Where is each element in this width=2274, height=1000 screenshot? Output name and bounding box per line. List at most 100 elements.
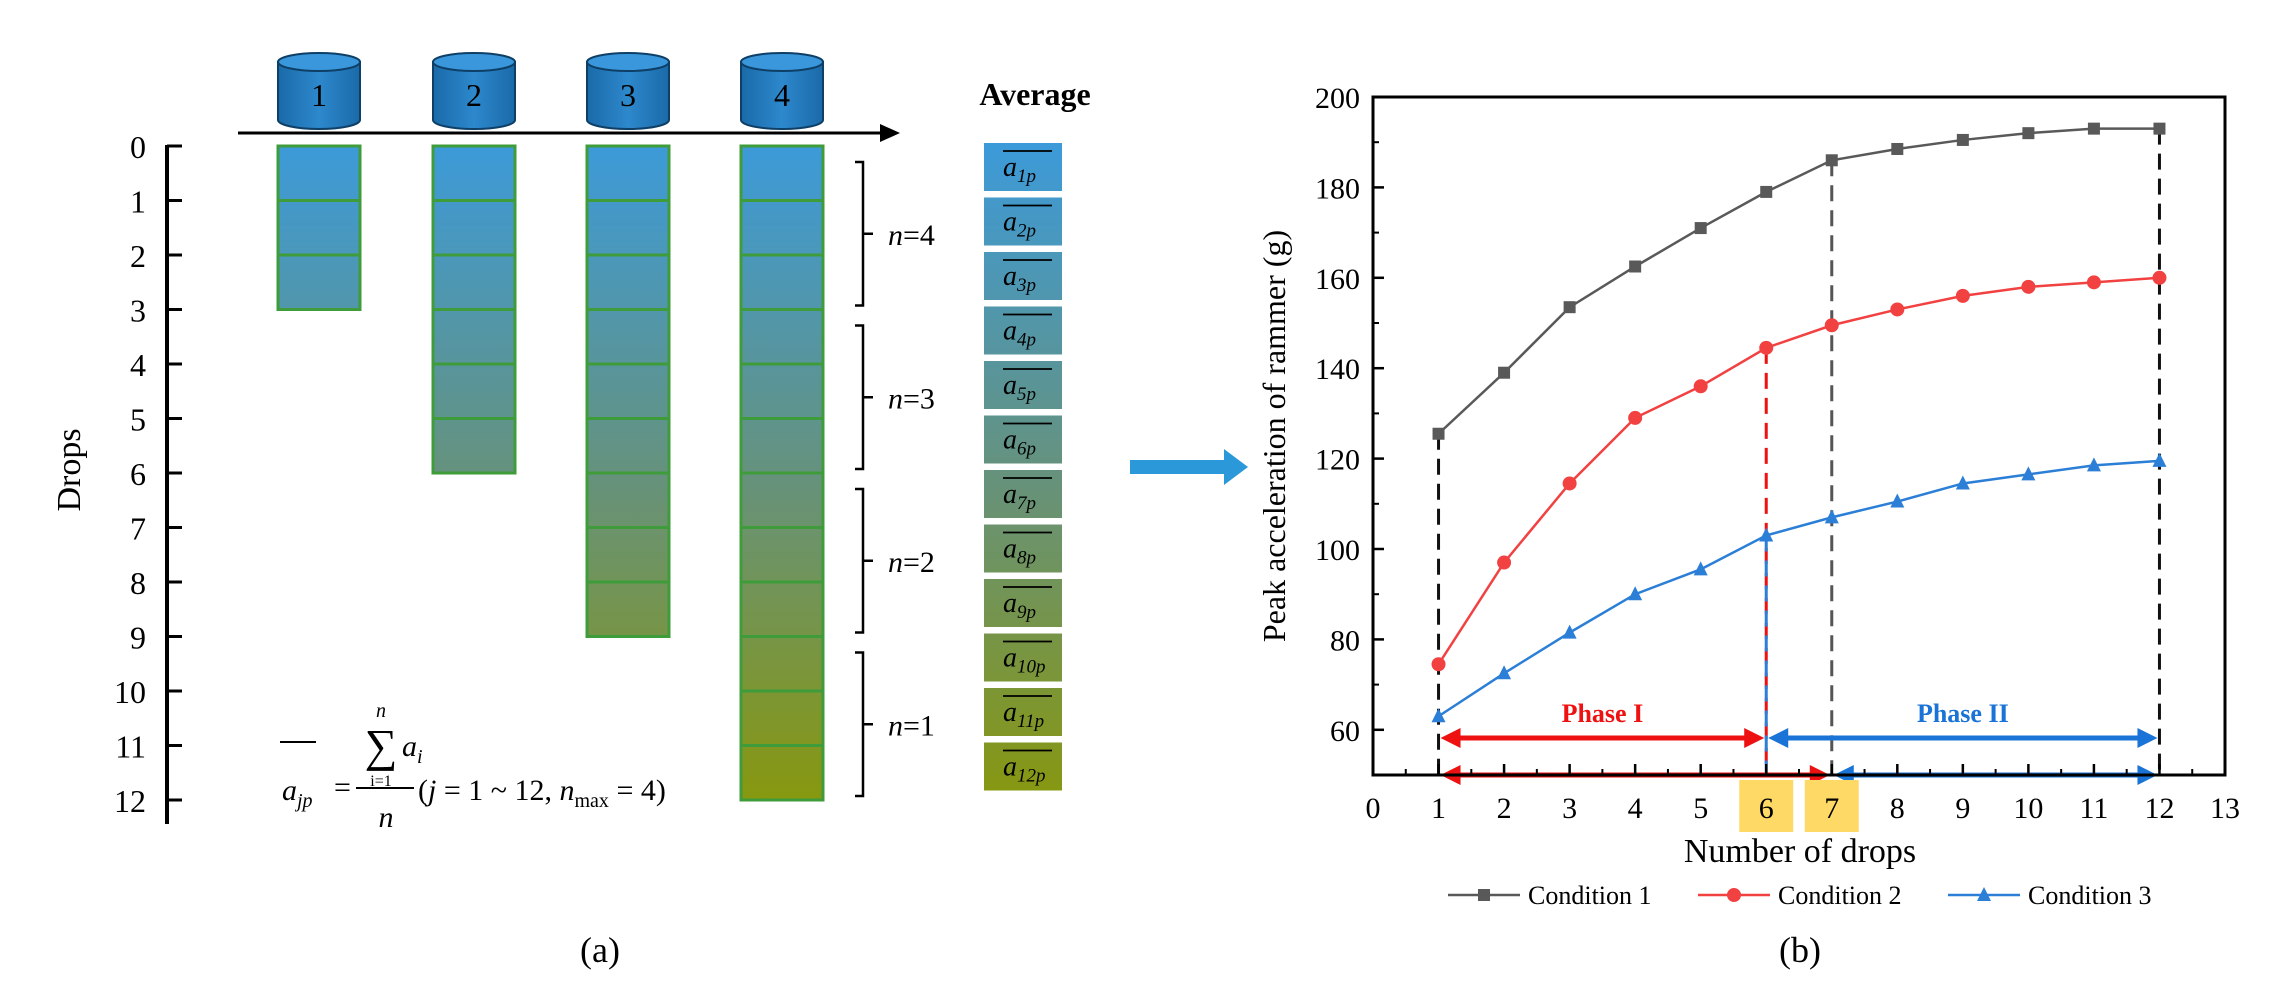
- data-point: [1890, 302, 1905, 317]
- drop-tick-label: 5: [130, 402, 146, 438]
- top-arrowhead: [880, 124, 900, 142]
- phase-arrow-head: [1768, 728, 1789, 748]
- drop-cell: [276, 144, 362, 202]
- drop-cell: [585, 362, 671, 420]
- data-point: [1628, 586, 1643, 601]
- cylinder-row: 1 2 3 4: [277, 52, 824, 130]
- drop-tick-label: 9: [130, 620, 146, 656]
- x-tick-label: 3: [1562, 792, 1577, 825]
- drop-tick-label: 3: [130, 293, 146, 329]
- average-label: a2p: [1003, 207, 1036, 242]
- data-point: [1759, 340, 1774, 355]
- cylinder-top-icon: [740, 52, 824, 72]
- phase-arrow-head: [1744, 728, 1765, 748]
- x-tick-label: 6: [1759, 792, 1774, 825]
- phase-label: Phase I: [1562, 699, 1644, 728]
- drop-cell: [739, 144, 825, 202]
- data-point: [1563, 301, 1576, 314]
- drop-cell: [739, 362, 825, 420]
- average-label: a10p: [1003, 643, 1046, 678]
- phase-arrow-head: [2137, 728, 2158, 748]
- x-tick-label: 13: [2210, 792, 2240, 825]
- series-line: [1437, 276, 2160, 665]
- x-tick-label: 5: [1693, 792, 1708, 825]
- n-group-label: n=3: [888, 382, 935, 415]
- n-brace: [855, 160, 873, 307]
- x-ticks: 0 1 2 3 4 5 6 7 8 9 10 11 12 13: [1366, 764, 2240, 832]
- average-label: a4p: [1003, 316, 1036, 351]
- cylinder-top-icon: [277, 52, 361, 72]
- x-tick-label: 0: [1366, 792, 1381, 825]
- transition-arrow: [1130, 449, 1248, 485]
- y-axis-label: Peak acceleration of rammer (g): [1256, 230, 1292, 642]
- cylinder-icon: [740, 61, 824, 130]
- n-group-label: n=4: [888, 219, 935, 252]
- n-brace: [855, 324, 873, 471]
- data-point: [2086, 275, 2101, 290]
- drop-tick-label: 12: [114, 783, 146, 819]
- x-tick-label: 2: [1497, 792, 1512, 825]
- x-tick-label: 11: [2079, 792, 2108, 825]
- drop-cell: [431, 308, 517, 366]
- average-label: a11p: [1003, 697, 1044, 732]
- x-tick-label: 4: [1628, 792, 1643, 825]
- y-tick-label: 140: [1315, 353, 1360, 386]
- average-header: Average: [979, 76, 1090, 112]
- n-group-label: n=1: [888, 709, 935, 742]
- drop-cell: [585, 199, 671, 257]
- drop-cell: [431, 417, 517, 475]
- x-axis-label: Number of drops: [1684, 833, 1916, 870]
- x-tick-label: 9: [1955, 792, 1970, 825]
- n-group-label: n=2: [888, 546, 935, 579]
- drop-cell: [585, 253, 671, 311]
- drop-tick-label: 0: [130, 129, 146, 165]
- average-label: a6p: [1003, 425, 1036, 460]
- y-tick-label: 80: [1330, 624, 1360, 657]
- data-point: [1760, 185, 1773, 198]
- data-point: [1890, 493, 1905, 508]
- drop-cell: [739, 471, 825, 529]
- drop-cell: [585, 308, 671, 366]
- average-label: a7p: [1003, 479, 1036, 514]
- data-point: [2087, 122, 2100, 135]
- phase-arrow-head: [1440, 728, 1461, 748]
- drop-cell: [276, 253, 362, 311]
- cylinder-icon: [432, 61, 516, 130]
- cylinder-top-icon: [586, 52, 670, 72]
- panel-b-chart: Phase I Phase II 0 1 2 3 4 5 6 7 8 9 10 11 12 13 60801…: [1256, 82, 2240, 970]
- drop-cell: [585, 144, 671, 202]
- data-point: [1562, 624, 1577, 639]
- drop-tick-label: 8: [130, 565, 146, 601]
- data-point: [1956, 133, 1969, 146]
- formula-denominator: n: [379, 801, 394, 834]
- data-point: [1562, 476, 1577, 491]
- dashed-verticals: [1437, 128, 2161, 775]
- y-tick-label: 160: [1315, 263, 1360, 296]
- data-point: [2086, 457, 2101, 472]
- formula-sum-top: n: [376, 700, 386, 722]
- y-tick-label: 200: [1315, 82, 1360, 115]
- average-label: a8p: [1003, 534, 1036, 569]
- cylinder-icon: [586, 61, 670, 130]
- cylinder-label: 1: [311, 77, 327, 113]
- legend-label: Condition 3: [2028, 881, 2152, 910]
- n-brace: [855, 487, 873, 634]
- legend-marker: [1727, 888, 1741, 902]
- x-tick-label: 8: [1890, 792, 1905, 825]
- data-point: [1432, 427, 1445, 440]
- legend-marker: [1478, 889, 1490, 901]
- cylinder-icon: [277, 61, 361, 130]
- series-line: [1437, 127, 2160, 435]
- data-point: [1759, 527, 1774, 542]
- x-tick-label: 7: [1824, 792, 1839, 825]
- drop-columns: [276, 144, 825, 802]
- data-point: [1629, 260, 1642, 273]
- x-tick-highlight: [1739, 780, 1794, 832]
- drop-cell: [431, 199, 517, 257]
- data-point: [1955, 475, 1970, 490]
- data-point: [2152, 452, 2167, 467]
- y-tick-label: 180: [1315, 172, 1360, 205]
- y-ticks: 60 80 100 120 140 160 180 200: [1315, 82, 1384, 748]
